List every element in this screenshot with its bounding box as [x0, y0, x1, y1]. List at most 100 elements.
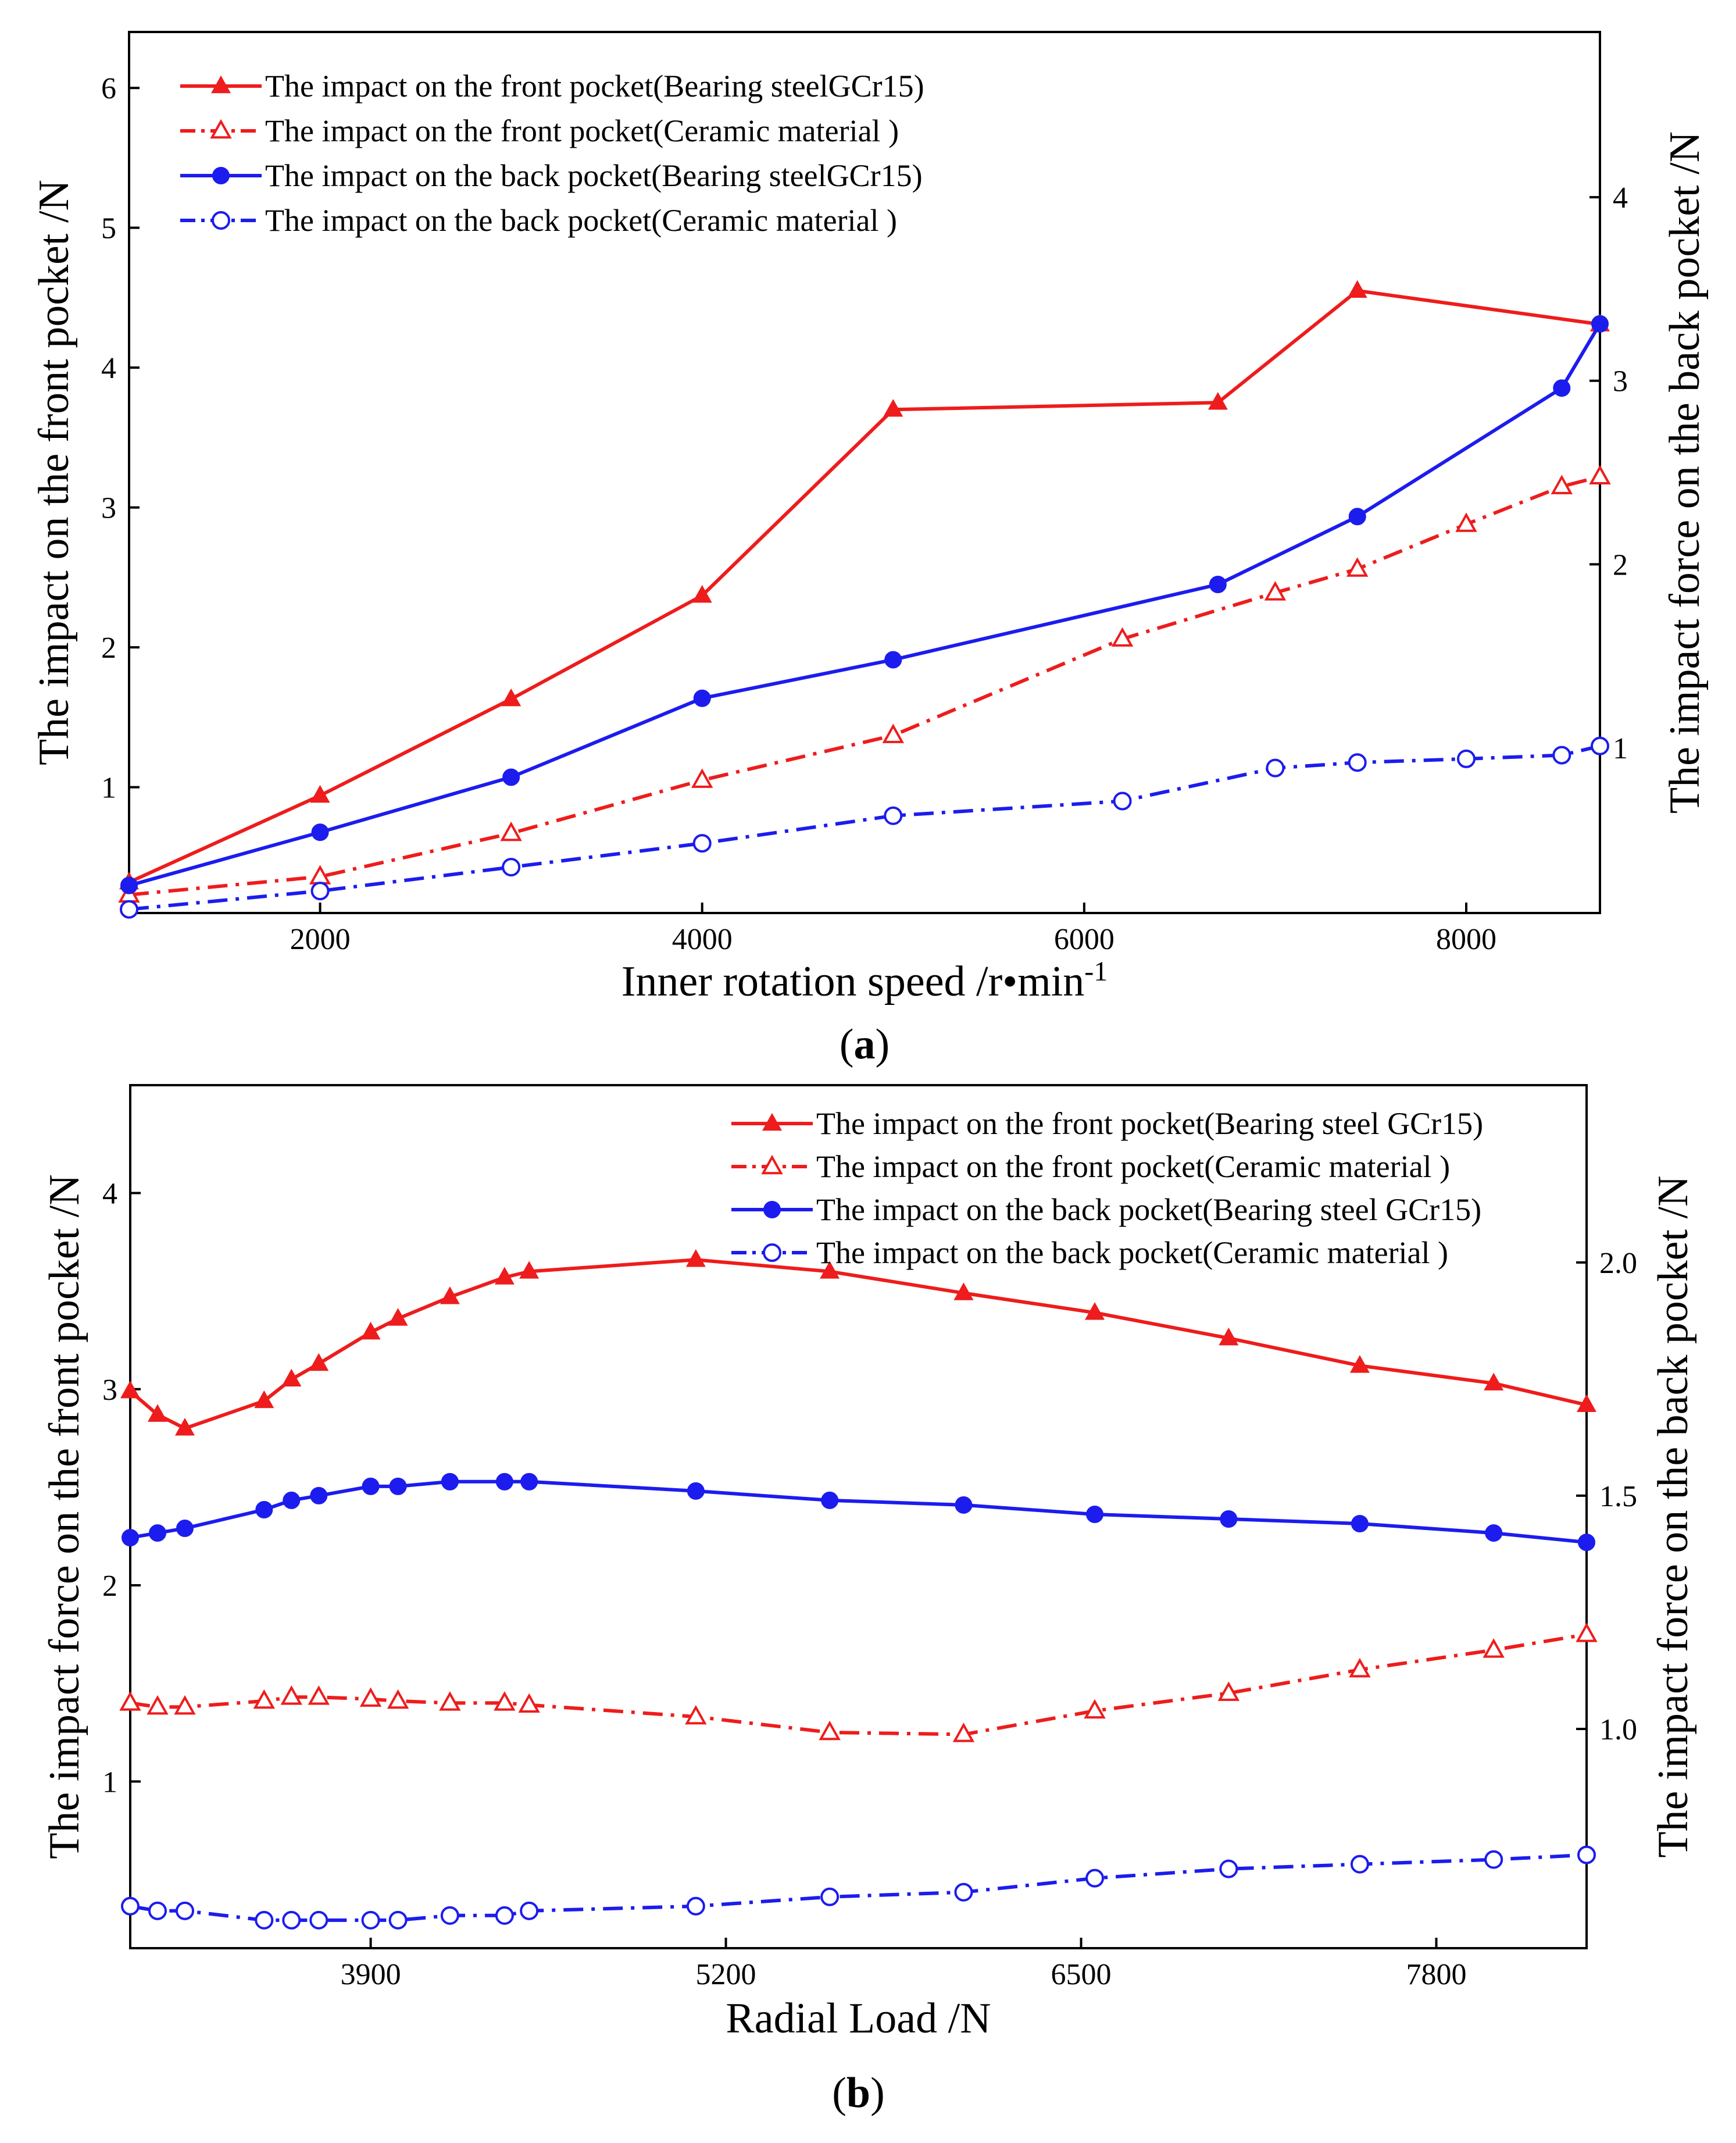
data-point-b-3: [1086, 1505, 1104, 1523]
series-b-2: [119, 1623, 1598, 1742]
data-point-b-2: [819, 1720, 841, 1741]
series-line-b-1: [129, 1258, 1587, 1431]
data-point-b-3: [687, 1482, 705, 1500]
y-axis-left-title-b: The impact force on the front pocket /N: [41, 1174, 88, 1859]
legend-label-a: The impact on the back pocket(Ceramic ma…: [265, 203, 897, 238]
chart-a: 2000 4000 6000 8000 1 2 3 4 5 6 1 2 3 4 The impact on…: [30, 31, 1709, 1068]
data-point-a-4: [120, 900, 138, 919]
series-line-b-2: [130, 1632, 1587, 1736]
data-point-b-1: [1219, 1327, 1239, 1346]
data-point-b-1: [1577, 1394, 1596, 1413]
data-point-b-4: [148, 1901, 167, 1920]
data-point-b-3: [283, 1491, 301, 1509]
legend-marker-b: [762, 1112, 782, 1131]
data-point-b-1: [1484, 1372, 1504, 1390]
data-point-b-2: [147, 1695, 169, 1715]
x-axis-title-b-main: Radial Load /N: [726, 1995, 991, 2042]
legend-item-b-3: The impact on the back pocket(Bearing st…: [731, 1192, 1481, 1227]
data-point-a-2: [1551, 475, 1573, 494]
legend-a: The impact on the front pocket(Bearing s…: [180, 69, 924, 238]
series-line-a-2: [128, 475, 1601, 897]
x-axis-title-a: Inner rotation speed /r•min-1: [621, 956, 1108, 1006]
y-left-tick-label-b: 4: [102, 1178, 117, 1211]
y-axis-left-title-a: The impact on the front pocket /N: [30, 180, 78, 765]
data-point-a-4: [1348, 753, 1367, 772]
data-point-b-2: [387, 1689, 409, 1709]
data-point-b-1: [953, 1282, 974, 1300]
data-point-a-1: [883, 399, 903, 417]
data-point-b-2: [952, 1723, 975, 1742]
data-point-b-2: [1483, 1638, 1505, 1658]
data-point-b-4: [282, 1910, 301, 1930]
data-point-b-3: [1351, 1515, 1369, 1533]
data-point-b-3: [1220, 1510, 1238, 1528]
data-point-a-1: [501, 688, 521, 707]
y-left-tick-label-a: 6: [101, 72, 116, 105]
data-point-b-4: [361, 1910, 380, 1930]
series-line-b-3: [130, 1479, 1587, 1545]
legend-item-b-2: The impact on the front pocket(Ceramic m…: [731, 1149, 1450, 1184]
data-point-b-2: [439, 1691, 461, 1711]
y-left-tick-label-a: 1: [101, 772, 116, 805]
y-left-tick-label-a: 2: [101, 632, 116, 665]
x-tick-label-a: 4000: [672, 923, 733, 956]
caption-b-open: (: [832, 2069, 846, 2117]
legend-marker-a: [212, 211, 230, 230]
data-point-a-1: [310, 785, 330, 803]
legend-marker-a: [210, 119, 232, 139]
data-point-b-3: [122, 1529, 139, 1547]
x-tick-label-a: 2000: [290, 923, 351, 956]
legend-label-a: The impact on the back pocket(Bearing st…: [265, 158, 923, 193]
data-point-b-4: [1577, 1845, 1596, 1864]
data-point-b-3: [821, 1491, 839, 1509]
data-point-a-3: [120, 876, 138, 894]
data-point-b-2: [253, 1689, 275, 1709]
x-tick-label-b: 7800: [1406, 1958, 1467, 1991]
data-point-b-4: [121, 1896, 140, 1916]
series-layer-b: [119, 1249, 1598, 1930]
data-point-a-2: [1346, 557, 1369, 577]
data-point-a-3: [693, 689, 711, 707]
data-point-a-2: [691, 768, 713, 788]
data-point-b-1: [174, 1418, 195, 1436]
x-tick-label-b: 3900: [341, 1958, 401, 1991]
x-axis-title-a-main: Inner rotation speed /r•min: [621, 958, 1085, 1005]
series-layer-a: [118, 280, 1611, 919]
y-right-tick-label-a: 3: [1613, 365, 1628, 398]
data-point-b-1: [685, 1249, 706, 1267]
data-point-a-4: [1113, 791, 1132, 811]
legend-marker-a: [212, 167, 230, 184]
legend-b: The impact on the front pocket(Bearing s…: [731, 1106, 1483, 1270]
data-point-b-1: [120, 1380, 140, 1399]
data-point-b-4: [820, 1887, 840, 1906]
y-left-tick-label-a: 5: [101, 212, 116, 245]
series-a-2: [118, 465, 1611, 903]
axes-a: 2000 4000 6000 8000 1 2 3 4 5 6 1 2 3 4: [101, 72, 1628, 956]
caption-a-open: (: [840, 1021, 854, 1068]
data-point-a-1: [1208, 392, 1228, 410]
series-a-3: [120, 315, 1609, 894]
legend-label-a: The impact on the front pocket(Ceramic m…: [265, 113, 899, 148]
data-point-b-4: [309, 1910, 328, 1930]
plot-frame-b: [129, 1084, 1588, 1949]
data-point-b-2: [359, 1687, 382, 1707]
series-line-a-3: [128, 323, 1602, 887]
data-point-b-4: [388, 1910, 408, 1930]
y-left-tick-label-b: 3: [102, 1374, 117, 1407]
data-point-a-2: [1455, 512, 1477, 532]
data-point-b-4: [440, 1906, 459, 1925]
legend-item-a-1: The impact on the front pocket(Bearing s…: [180, 69, 924, 104]
series-b-1: [120, 1249, 1596, 1436]
data-point-b-2: [1217, 1681, 1240, 1701]
data-point-a-4: [310, 882, 330, 901]
data-point-b-4: [520, 1901, 539, 1920]
y-left-tick-label-a: 3: [101, 492, 116, 525]
series-b-3: [122, 1472, 1595, 1552]
data-point-b-1: [147, 1404, 167, 1422]
y-left-tick-label-b: 1: [102, 1766, 117, 1799]
x-tick-label-b: 5200: [696, 1958, 756, 1991]
data-point-b-2: [1084, 1699, 1106, 1719]
data-point-b-2: [280, 1685, 302, 1705]
data-point-b-3: [955, 1496, 973, 1514]
